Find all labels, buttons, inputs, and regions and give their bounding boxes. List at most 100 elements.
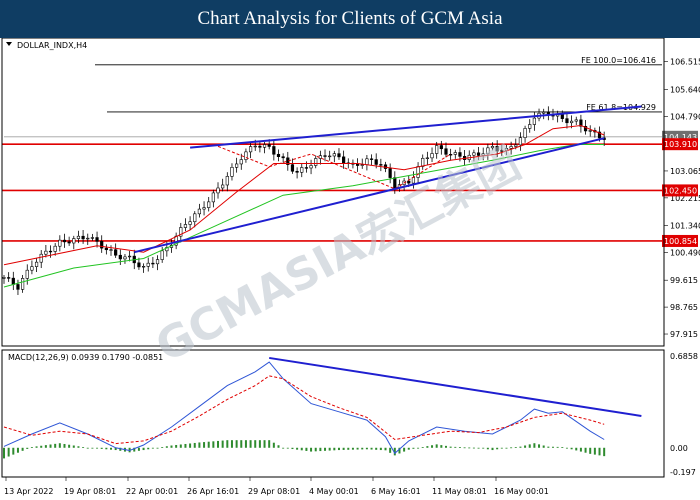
candle-body: [472, 152, 476, 156]
macd-histogram-bar: [249, 440, 252, 448]
price-box-label: 102.450: [664, 186, 697, 195]
macd-histogram-bar: [551, 446, 554, 448]
symbol-label-group: DOLLAR_INDX,H4: [6, 41, 87, 50]
candle-body: [379, 164, 383, 166]
macd-histogram-bar: [486, 447, 489, 450]
macd-label: MACD(12,26,9) 0.0939 0.1790 -0.0851: [8, 353, 163, 362]
price-tick-label: 97.915: [670, 330, 698, 339]
candle-body: [272, 146, 276, 155]
macd-histogram-bar: [212, 441, 215, 448]
macd-histogram-bar: [175, 444, 178, 448]
macd-histogram-bar: [426, 446, 429, 448]
macd-histogram-bar: [21, 447, 24, 451]
macd-histogram-bar: [454, 446, 457, 448]
candle-body: [183, 224, 188, 228]
candle-body: [262, 144, 267, 148]
candle-body: [221, 184, 225, 189]
candle-body: [565, 118, 569, 124]
macd-histogram-bar: [77, 446, 80, 448]
candle-body: [155, 259, 160, 265]
macd-histogram-bar: [291, 447, 294, 450]
macd-histogram-bar: [63, 443, 66, 448]
macd-histogram-bar: [35, 446, 38, 448]
candle-body: [304, 167, 309, 169]
time-tick-label: 6 May 16:01: [371, 487, 421, 496]
candle-body: [72, 238, 76, 244]
candle-body: [276, 153, 281, 157]
macd-histogram-bar: [458, 447, 461, 448]
macd-histogram-bar: [82, 447, 85, 448]
candle-body: [300, 167, 304, 173]
macd-histogram-bar: [435, 444, 438, 448]
macd-histogram-bar: [286, 447, 289, 449]
macd-histogram-bar: [593, 447, 596, 455]
price-box: [662, 234, 698, 247]
macd-histogram-bar: [510, 447, 513, 449]
price-tick-label: 99.615: [670, 276, 698, 285]
candle-body: [30, 266, 34, 271]
candle-body: [207, 201, 211, 208]
macd-histogram-bar: [351, 447, 354, 450]
candle-body: [309, 165, 313, 169]
macd-histogram-bar: [337, 447, 340, 451]
candle-body: [123, 256, 127, 260]
candle-body: [323, 155, 327, 157]
macd-histogram-bar: [44, 445, 47, 448]
macd-histogram-bar: [347, 447, 350, 450]
macd-histogram-bar: [528, 444, 531, 448]
macd-histogram-bar: [230, 440, 233, 448]
candle-body: [230, 167, 234, 177]
macd-histogram-bar: [272, 442, 275, 448]
macd-histogram-bar: [496, 447, 499, 450]
macd-histogram-bar: [379, 447, 382, 451]
price-tick-label: 98.765: [670, 303, 698, 312]
macd-histogram-bar: [282, 447, 285, 449]
macd-histogram-bar: [482, 447, 485, 449]
candle-body: [118, 254, 122, 260]
macd-histogram-bar: [440, 445, 443, 448]
macd-histogram-bar: [3, 447, 5, 459]
macd-histogram-bar: [547, 446, 550, 448]
macd-histogram-bar: [565, 447, 568, 449]
macd-panel-frame: [1, 349, 665, 478]
candle-body: [458, 152, 462, 157]
candle-body: [355, 163, 360, 166]
macd-histogram-bar: [570, 447, 573, 450]
price-tick-label: 103.065: [670, 167, 700, 176]
macd-histogram-bar: [356, 447, 359, 450]
price-tick-label: 100.490: [670, 248, 700, 257]
candle-body: [439, 145, 443, 150]
candle-body: [137, 262, 141, 268]
candle-body: [518, 137, 523, 146]
macd-histogram-bar: [370, 447, 373, 450]
macd-histogram-bar: [598, 447, 601, 456]
candle-body: [430, 153, 434, 159]
candle-body: [179, 227, 183, 237]
macd-histogram-bar: [389, 447, 392, 453]
macd-histogram-bar: [519, 446, 522, 448]
macd-histogram-bar: [589, 447, 592, 454]
candle-body: [16, 284, 20, 290]
candle-body: [500, 150, 504, 152]
candle-body: [560, 114, 564, 119]
macd-histogram-bar: [72, 445, 75, 448]
candle-body: [425, 157, 429, 159]
macd-histogram-bar: [533, 443, 536, 448]
macd-histogram-bar: [254, 440, 257, 448]
macd-histogram-bar: [198, 442, 201, 448]
macd-histogram-bar: [68, 444, 71, 448]
price-tick-label: 101.340: [670, 222, 700, 231]
macd-histogram-bar: [514, 447, 517, 448]
candle-body: [523, 128, 527, 138]
macd-histogram-bar: [393, 447, 396, 456]
candle-body: [104, 247, 108, 251]
macd-histogram-bar: [133, 447, 136, 452]
moving-average-green-line: [3, 144, 605, 288]
candle-body: [342, 156, 346, 164]
candle-body: [281, 156, 285, 159]
macd-histogram-bar: [333, 447, 336, 451]
macd-histogram-bar: [137, 447, 140, 451]
candle-body: [114, 249, 118, 256]
macd-histogram-bar: [603, 447, 606, 457]
macd-histogram-bar: [193, 442, 196, 448]
